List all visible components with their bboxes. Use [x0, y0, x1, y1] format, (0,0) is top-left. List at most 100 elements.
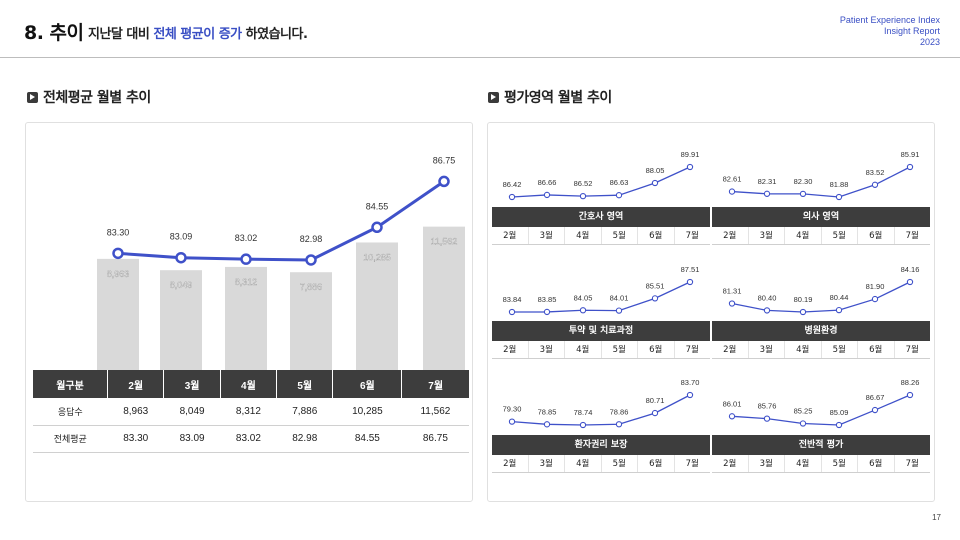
area-value-label: 82.30 — [794, 177, 813, 186]
month-label: 6월 — [858, 341, 895, 358]
area-value-label: 78.86 — [610, 407, 629, 416]
area-value-label: 85.25 — [794, 406, 813, 415]
area-title: 환자권리 보장 — [492, 435, 710, 455]
area-value-label: 83.52 — [866, 168, 885, 177]
month-label: 5월 — [602, 341, 638, 358]
page-title: 8. 추이 — [24, 22, 84, 44]
month-label: 6월 — [638, 227, 675, 244]
area-trend-point — [799, 190, 807, 198]
area-box-medication: 투약 및 치료과정 2월 3월 4월 5월 6월 7월 — [492, 321, 710, 359]
table-cell: 82.98 — [276, 425, 333, 453]
area-trend-point — [543, 191, 551, 199]
month-label: 6월 — [858, 227, 895, 244]
area-value-label: 80.44 — [830, 293, 849, 302]
area-trend-point — [651, 179, 659, 187]
area-trend-point — [543, 421, 551, 428]
monthly-average-chart: 8,963 8,049 8,312 7,886 10,285 11,562 83.30 83.… — [97, 155, 465, 370]
month-label: 5월 — [602, 227, 638, 244]
average-value-label: 82.98 — [300, 234, 323, 244]
area-trend-point — [651, 409, 659, 417]
area-title: 간호사 영역 — [492, 207, 710, 227]
month-label: 5월 — [822, 455, 858, 472]
area-trend-point — [508, 418, 516, 425]
month-label: 2월 — [492, 341, 529, 358]
month-label: 4월 — [565, 455, 602, 472]
area-value-label: 78.85 — [538, 407, 557, 416]
area-trend-point — [728, 413, 736, 420]
average-point — [438, 175, 450, 188]
table-cell: 7,886 — [276, 398, 333, 426]
mini-chart-medication: 83.84 83.85 84.05 84.01 85.51 87.51 — [503, 265, 700, 316]
month-row: 2월 3월 4월 5월 6월 7월 — [492, 227, 710, 245]
area-value-label: 84.05 — [574, 293, 593, 302]
area-value-label: 87.51 — [681, 265, 700, 274]
average-line — [117, 180, 445, 262]
monthly-summary-table: 월구분 2월 3월 4월 5월 6월 7월 응답수 8,963 8,049 8,… — [33, 370, 469, 453]
area-trend-point — [728, 300, 736, 307]
area-value-label: 88.05 — [646, 166, 665, 175]
month-row: 2월 3월 4월 5월 6월 7월 — [712, 455, 930, 473]
area-box-environment: 병원환경 2월 3월 4월 5월 6월 7월 — [712, 321, 930, 359]
month-label: 2월 — [492, 227, 529, 244]
month-label: 3월 — [529, 455, 565, 472]
area-title: 투약 및 치료과정 — [492, 321, 710, 341]
area-value-label: 83.70 — [681, 378, 700, 387]
area-trend-point — [763, 307, 771, 314]
bar-responses — [160, 270, 202, 370]
row-label: 응답수 — [33, 398, 108, 426]
brand-line-3: 2023 — [919, 37, 940, 47]
month-label: 6월 — [858, 455, 895, 472]
bar-value-label: 8,049 — [170, 280, 193, 290]
table-header-cell: 5월 — [276, 370, 334, 398]
area-trend-point — [579, 192, 587, 200]
month-row: 2월 3월 4월 5월 6월 7월 — [712, 227, 930, 245]
area-box-patient-rights: 환자권리 보장 2월 3월 4월 5월 6월 7월 — [492, 435, 710, 473]
month-label: 2월 — [492, 455, 529, 472]
table-cell: 83.09 — [163, 425, 221, 453]
area-trend-line — [511, 281, 691, 313]
month-label: 5월 — [822, 341, 858, 358]
area-trend-point — [728, 188, 736, 195]
area-title: 병원환경 — [712, 321, 930, 341]
area-trend-point — [835, 306, 843, 314]
table-header-cell: 3월 — [163, 370, 221, 398]
table-cell: 11,562 — [401, 398, 469, 426]
month-label: 3월 — [749, 341, 785, 358]
month-label: 7월 — [685, 345, 699, 355]
area-value-label: 86.52 — [574, 179, 593, 188]
area-trend-point — [906, 278, 914, 286]
area-value-label: 81.88 — [830, 180, 849, 189]
mini-chart-patient-rights: 79.30 78.85 78.74 78.86 80.71 83.70 — [503, 378, 700, 429]
left-section-title-text: 전체평균 월별 추이 — [43, 90, 151, 106]
page-subtitle: 지난달 대비 전체 평균이 증가 하였습니다. — [88, 23, 308, 42]
table-cell: 84.55 — [332, 425, 402, 453]
play-icon — [488, 91, 499, 103]
table-header-cell: 6월 — [332, 370, 403, 398]
bar-responses — [225, 266, 267, 370]
month-label: 4월 — [785, 227, 822, 244]
area-value-label: 89.91 — [681, 150, 700, 159]
month-label: 4월 — [785, 455, 822, 472]
month-label: 6월 — [638, 341, 675, 358]
right-section-title-text: 평가영역 월별 추이 — [504, 90, 612, 106]
table-cell: 10,285 — [332, 398, 402, 426]
average-value-label: 83.30 — [107, 227, 130, 237]
report-brand: Patient Experience Index Insight Report … — [840, 15, 940, 48]
area-trend-point — [871, 406, 879, 414]
bar-value-label: 10,285 — [363, 252, 391, 262]
month-label: 3월 — [529, 227, 565, 244]
table-row: 전체평균 83.30 83.09 83.02 82.98 84.55 86.75 — [33, 425, 469, 453]
average-point — [240, 253, 252, 265]
area-trend-point — [763, 415, 771, 422]
left-section-title: 전체평균 월별 추이 — [27, 87, 151, 107]
month-row: 2월 3월 4월 5월 6월 7월 — [492, 455, 710, 473]
area-value-label: 82.61 — [723, 175, 742, 184]
area-title: 의사 영역 — [712, 207, 930, 227]
area-value-label: 86.42 — [503, 180, 522, 189]
month-label: 5월 — [822, 227, 858, 244]
area-trend-line — [731, 394, 911, 426]
area-value-label: 79.30 — [503, 405, 522, 414]
table-cell: 83.30 — [107, 425, 164, 453]
month-row: 2월 3월 4월 5월 6월 7월 — [492, 341, 710, 359]
area-trend-point — [686, 391, 694, 399]
